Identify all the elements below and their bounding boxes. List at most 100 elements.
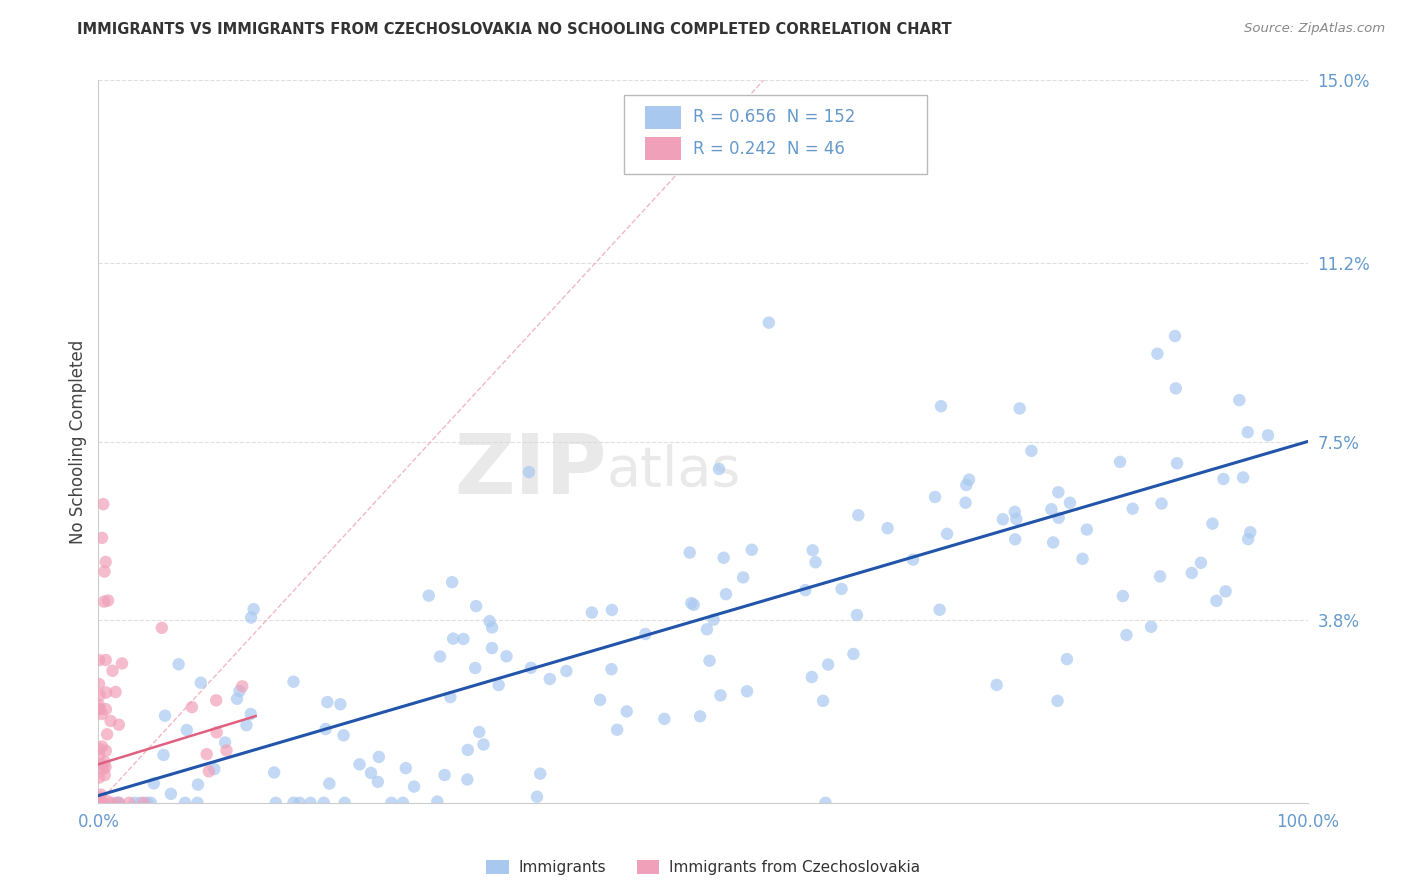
Point [101, 664, 124, 678]
Point [90, 788, 112, 802]
Point [91, 497, 114, 511]
Point [1004, 505, 1026, 519]
Point [333, 796, 356, 810]
Text: atlas: atlas [606, 443, 741, 498]
Point [228, 684, 250, 698]
Point [735, 684, 758, 698]
Point [520, 661, 543, 675]
Point [441, 575, 464, 590]
Point [318, 776, 340, 790]
Point [616, 705, 638, 719]
Point [402, 780, 425, 794]
Point [709, 689, 731, 703]
Point [152, 747, 174, 762]
Point [231, 679, 253, 693]
Point [90, 757, 112, 772]
Point [433, 768, 456, 782]
Point [581, 606, 603, 620]
Point [367, 775, 389, 789]
Point [360, 766, 382, 780]
Point [811, 694, 834, 708]
Point [240, 610, 263, 624]
Point [392, 796, 415, 810]
Point [456, 772, 478, 787]
Point [526, 789, 548, 804]
Point [758, 316, 780, 330]
Point [1047, 485, 1070, 500]
Point [529, 766, 551, 780]
Point [1257, 428, 1279, 442]
Point [91, 531, 114, 545]
Point [107, 796, 129, 810]
Point [733, 570, 755, 584]
Point [714, 587, 737, 601]
Point [87, 796, 110, 810]
Point [190, 675, 212, 690]
Point [93, 755, 115, 769]
Point [817, 657, 839, 672]
Point [89, 796, 111, 810]
Point [283, 674, 305, 689]
Text: R = 0.656  N = 152: R = 0.656 N = 152 [693, 108, 856, 126]
FancyBboxPatch shape [645, 105, 682, 128]
Point [124, 796, 146, 810]
Point [682, 598, 704, 612]
Point [242, 602, 264, 616]
Point [93, 594, 115, 608]
Point [94, 744, 117, 758]
Point [94, 768, 117, 782]
Point [160, 787, 183, 801]
Point [488, 678, 510, 692]
Point [1004, 533, 1026, 547]
Point [263, 765, 285, 780]
Point [876, 521, 898, 535]
Point [96, 794, 118, 808]
Point [283, 796, 305, 810]
Point [94, 702, 117, 716]
Point [955, 495, 977, 509]
Point [94, 760, 117, 774]
Point [831, 582, 853, 596]
Point [89, 748, 111, 763]
Point [129, 796, 152, 810]
Point [139, 796, 162, 810]
Point [312, 796, 335, 810]
Point [991, 512, 1014, 526]
Point [804, 555, 827, 569]
Point [150, 621, 173, 635]
Point [1047, 511, 1070, 525]
Point [517, 465, 540, 479]
Point [439, 690, 461, 704]
Point [464, 661, 486, 675]
Point [349, 757, 371, 772]
Point [96, 685, 118, 699]
Text: IMMIGRANTS VS IMMIGRANTS FROM CZECHOSLOVAKIA NO SCHOOLING COMPLETED CORRELATION : IMMIGRANTS VS IMMIGRANTS FROM CZECHOSLOV… [77, 22, 952, 37]
Point [89, 702, 111, 716]
Point [1059, 496, 1081, 510]
Point [441, 632, 464, 646]
Point [226, 691, 249, 706]
Point [186, 796, 208, 810]
Point [1115, 628, 1137, 642]
Point [96, 727, 118, 741]
Point [380, 796, 402, 810]
Point [681, 596, 703, 610]
Point [93, 565, 115, 579]
Point [1021, 443, 1043, 458]
Point [1109, 455, 1132, 469]
Point [264, 796, 287, 810]
Point [468, 725, 491, 739]
Point [101, 796, 124, 810]
Point [800, 670, 823, 684]
Point [1164, 329, 1187, 343]
Point [801, 543, 824, 558]
Point [91, 796, 114, 810]
Point [94, 653, 117, 667]
Point [957, 473, 980, 487]
Point [696, 622, 718, 636]
Point [699, 654, 721, 668]
Point [955, 478, 977, 492]
Point [842, 647, 865, 661]
Point [418, 589, 440, 603]
Point [1008, 401, 1031, 416]
